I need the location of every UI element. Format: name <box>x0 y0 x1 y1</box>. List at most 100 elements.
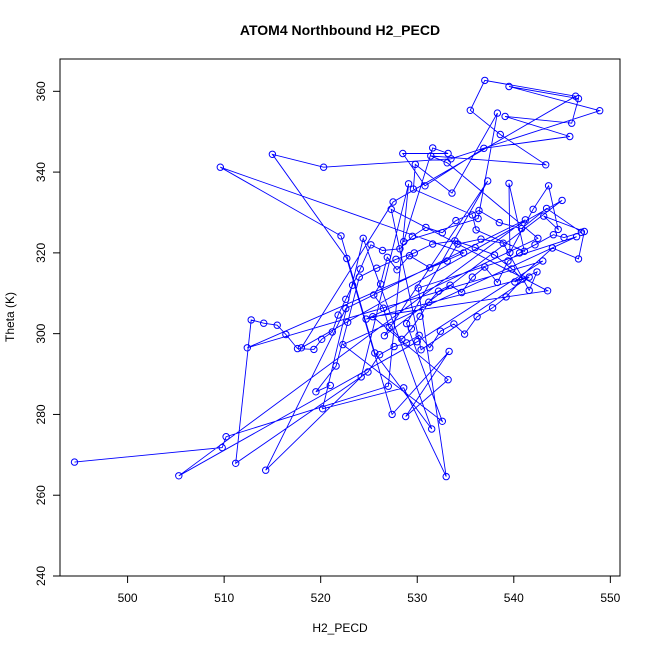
data-point <box>400 237 408 246</box>
data-point <box>481 263 489 271</box>
y-tick-label: 240 <box>34 566 48 586</box>
data-point <box>506 248 514 257</box>
data-point <box>558 196 566 205</box>
data-point <box>443 257 451 265</box>
data-point <box>388 410 396 419</box>
data-point <box>402 339 411 347</box>
data-point <box>515 249 524 257</box>
data-point <box>413 338 421 346</box>
data-point <box>429 240 437 248</box>
data-point <box>448 189 456 197</box>
data-point <box>421 182 429 190</box>
data-point <box>339 340 347 349</box>
data-point <box>495 218 503 227</box>
x-tick-label: 550 <box>600 591 620 605</box>
data-point <box>390 342 398 351</box>
data-point <box>380 332 389 340</box>
data-point <box>417 346 425 354</box>
data-point <box>554 225 562 234</box>
data-point <box>364 368 372 376</box>
data-point <box>525 286 533 295</box>
data-point <box>332 362 340 370</box>
data-point <box>409 185 418 193</box>
data-point <box>318 335 326 343</box>
data-point <box>499 239 507 247</box>
data-point <box>384 382 392 390</box>
data-point <box>371 349 379 357</box>
data-point <box>392 255 400 263</box>
data-point <box>342 304 350 313</box>
data-point <box>318 405 327 413</box>
x-tick-label: 530 <box>407 591 427 605</box>
data-point <box>508 265 516 273</box>
data-point <box>426 344 434 352</box>
data-point <box>262 466 270 474</box>
data-point <box>414 284 422 292</box>
data-point <box>232 459 240 467</box>
data-point <box>222 433 230 441</box>
data-point <box>396 245 404 253</box>
data-point <box>373 264 381 272</box>
data-point <box>438 229 446 237</box>
y-axis: 240 260 280 300 320 340 360 <box>34 81 60 586</box>
data-point <box>218 443 226 452</box>
data-point <box>504 257 512 265</box>
data-point <box>471 243 479 252</box>
data-point <box>540 212 548 220</box>
data-point <box>268 150 277 159</box>
data-point <box>344 318 352 326</box>
data-point <box>247 316 255 324</box>
data-point <box>481 76 489 85</box>
data-point <box>511 278 519 286</box>
data-point <box>260 319 268 327</box>
data-point <box>312 388 320 396</box>
data-point <box>542 161 550 169</box>
y-tick-label: 340 <box>34 162 48 182</box>
x-tick-label: 520 <box>311 591 331 605</box>
data-point <box>568 119 576 127</box>
data-point <box>574 94 583 103</box>
data-point <box>468 211 476 219</box>
data-point <box>175 472 183 480</box>
data-point <box>399 149 407 158</box>
data-point <box>505 82 513 91</box>
data-point <box>408 232 417 241</box>
data-point <box>577 228 586 237</box>
data-point <box>436 327 445 335</box>
data-point <box>480 144 488 153</box>
data-point <box>273 321 281 329</box>
data-point <box>70 458 79 466</box>
data-point <box>533 268 541 276</box>
data-point <box>422 223 430 232</box>
data-point <box>326 381 334 390</box>
data-point <box>560 233 568 242</box>
data-point <box>357 373 365 381</box>
data-point <box>383 253 391 261</box>
data-point <box>442 472 450 481</box>
data-point <box>520 247 529 256</box>
data-point <box>452 216 460 225</box>
data-point <box>426 264 434 272</box>
y-axis-label: Theta (K) <box>3 292 17 342</box>
data-point <box>525 273 533 281</box>
data-point <box>488 304 497 312</box>
data-point <box>367 241 375 249</box>
data-point <box>342 295 350 303</box>
x-axis-label: H2_PECD <box>312 621 368 635</box>
data-point <box>400 384 408 392</box>
data-point <box>539 257 547 265</box>
data-point <box>596 107 604 115</box>
data-point <box>334 311 342 319</box>
data-point <box>356 265 364 273</box>
data-point <box>359 234 367 243</box>
data-point <box>531 241 539 249</box>
data-point <box>385 323 393 332</box>
data-point <box>484 177 492 185</box>
data-point <box>434 287 443 295</box>
data-point <box>387 205 395 214</box>
data-point <box>402 412 410 421</box>
data-point <box>216 163 225 171</box>
data-point <box>425 298 433 306</box>
data-point <box>490 251 499 259</box>
x-tick-label: 540 <box>504 591 524 605</box>
